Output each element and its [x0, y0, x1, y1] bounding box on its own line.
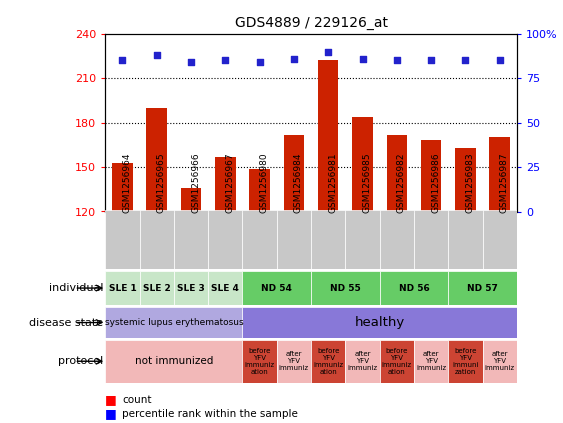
Text: ND 57: ND 57: [467, 283, 498, 293]
Title: GDS4889 / 229126_at: GDS4889 / 229126_at: [235, 16, 387, 30]
Text: count: count: [122, 395, 151, 405]
Text: protocol: protocol: [58, 356, 103, 366]
Point: [152, 52, 161, 58]
Text: after
YFV
immuniz: after YFV immuniz: [416, 351, 446, 371]
Bar: [105, 340, 243, 383]
Text: SLE 1: SLE 1: [109, 283, 136, 293]
Text: SLE 2: SLE 2: [143, 283, 171, 293]
Text: GSM1256964: GSM1256964: [122, 153, 131, 213]
Point: [221, 57, 230, 64]
Text: before
YFV
immuniz
ation: before YFV immuniz ation: [244, 348, 275, 375]
Bar: [284, 135, 304, 212]
Bar: [311, 271, 379, 305]
Text: GSM1256982: GSM1256982: [397, 153, 406, 213]
Point: [324, 48, 333, 55]
Text: before
YFV
immuni
zation: before YFV immuni zation: [452, 348, 479, 375]
Bar: [105, 307, 243, 338]
Bar: [208, 271, 243, 305]
Bar: [379, 210, 414, 269]
Text: after
YFV
immuniz: after YFV immuniz: [485, 351, 515, 371]
Bar: [243, 210, 277, 269]
Bar: [140, 271, 174, 305]
Bar: [311, 340, 345, 383]
Text: GSM1256980: GSM1256980: [260, 153, 269, 213]
Point: [427, 57, 436, 64]
Bar: [379, 340, 414, 383]
Bar: [249, 169, 270, 212]
Bar: [112, 163, 133, 212]
Bar: [455, 148, 476, 212]
Bar: [379, 271, 448, 305]
Text: GSM1256966: GSM1256966: [191, 153, 200, 213]
Point: [358, 55, 367, 62]
Text: healthy: healthy: [355, 316, 405, 329]
Bar: [482, 210, 517, 269]
Bar: [146, 108, 167, 212]
Text: SLE 3: SLE 3: [177, 283, 205, 293]
Text: before
YFV
immuniz
ation: before YFV immuniz ation: [382, 348, 412, 375]
Bar: [345, 340, 379, 383]
Bar: [482, 340, 517, 383]
Bar: [277, 210, 311, 269]
Text: disease state: disease state: [29, 318, 103, 327]
Text: SLE 4: SLE 4: [211, 283, 239, 293]
Bar: [181, 188, 202, 212]
Text: ND 56: ND 56: [399, 283, 430, 293]
Bar: [311, 210, 345, 269]
Text: individual: individual: [49, 283, 103, 293]
Point: [461, 57, 470, 64]
Text: ■: ■: [105, 407, 117, 420]
Bar: [105, 210, 140, 269]
Bar: [140, 210, 174, 269]
Bar: [352, 117, 373, 212]
Text: not immunized: not immunized: [135, 356, 213, 366]
Text: ND 55: ND 55: [330, 283, 361, 293]
Text: GSM1256987: GSM1256987: [500, 153, 509, 213]
Text: after
YFV
immuniz: after YFV immuniz: [279, 351, 309, 371]
Bar: [448, 210, 482, 269]
Point: [289, 55, 298, 62]
Bar: [318, 60, 338, 212]
Text: ND 54: ND 54: [261, 283, 292, 293]
Text: GSM1256986: GSM1256986: [431, 153, 440, 213]
Bar: [421, 140, 441, 212]
Point: [255, 59, 264, 66]
Text: after
YFV
immuniz: after YFV immuniz: [347, 351, 378, 371]
Bar: [215, 157, 235, 212]
Point: [495, 57, 504, 64]
Bar: [243, 340, 277, 383]
Bar: [448, 340, 482, 383]
Point: [186, 59, 195, 66]
Bar: [345, 210, 379, 269]
Bar: [387, 135, 407, 212]
Bar: [414, 340, 448, 383]
Bar: [489, 137, 510, 212]
Text: GSM1256983: GSM1256983: [466, 153, 475, 213]
Text: GSM1256985: GSM1256985: [363, 153, 372, 213]
Bar: [105, 271, 140, 305]
Bar: [277, 340, 311, 383]
Text: percentile rank within the sample: percentile rank within the sample: [122, 409, 298, 419]
Text: GSM1256981: GSM1256981: [328, 153, 337, 213]
Bar: [174, 271, 208, 305]
Bar: [208, 210, 243, 269]
Bar: [414, 210, 448, 269]
Bar: [448, 271, 517, 305]
Text: GSM1256967: GSM1256967: [225, 153, 234, 213]
Point: [392, 57, 401, 64]
Text: ■: ■: [105, 393, 117, 406]
Bar: [243, 307, 517, 338]
Text: before
YFV
immuniz
ation: before YFV immuniz ation: [313, 348, 343, 375]
Bar: [243, 271, 311, 305]
Text: GSM1256965: GSM1256965: [157, 153, 166, 213]
Text: systemic lupus erythematosus: systemic lupus erythematosus: [105, 318, 243, 327]
Text: GSM1256984: GSM1256984: [294, 153, 303, 213]
Point: [118, 57, 127, 64]
Bar: [174, 210, 208, 269]
